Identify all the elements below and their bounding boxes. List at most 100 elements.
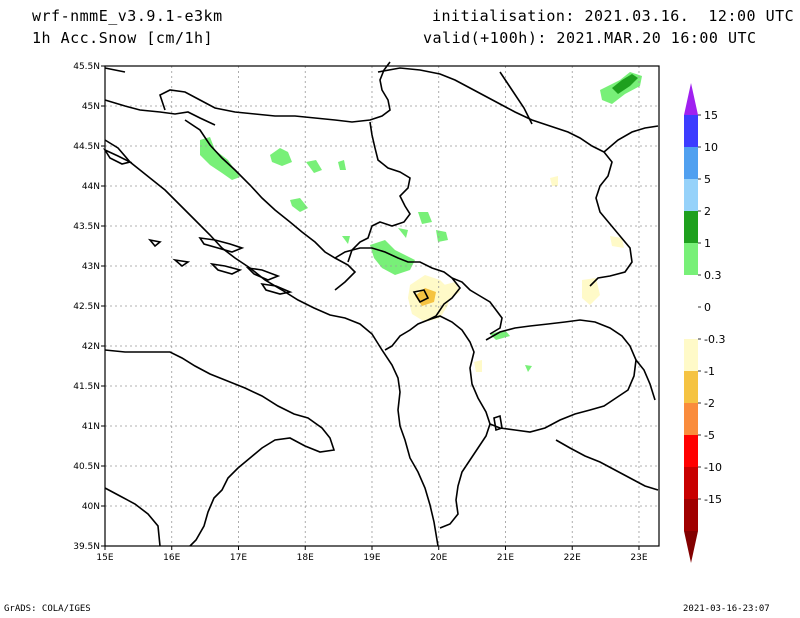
croatia-islands xyxy=(209,262,243,275)
map-grid xyxy=(104,66,659,546)
footer-right: 2021-03-16-23:07 xyxy=(683,604,770,614)
snow-patch xyxy=(436,230,448,242)
colorbar-segment xyxy=(684,275,698,307)
snow-patch xyxy=(306,160,322,173)
colorbar-label: -5 xyxy=(704,429,715,442)
colorbar-label: 5 xyxy=(704,173,711,186)
snow-patch xyxy=(338,160,346,170)
lat-tick-label: 45N xyxy=(82,102,100,112)
colorbar-label: 1 xyxy=(704,237,711,250)
colorbar-bottom-arrow xyxy=(684,531,698,563)
snow-patch xyxy=(610,236,624,248)
north-macedonia-border xyxy=(485,319,637,433)
colorbar-label: 2 xyxy=(704,205,711,218)
romania-bulgaria-border xyxy=(603,125,659,153)
snow-patch xyxy=(270,148,292,166)
croatia-islands xyxy=(172,258,191,268)
colorbar-label: -10 xyxy=(704,461,722,474)
lat-tick-label: 43.5N xyxy=(73,222,100,232)
colorbar-label: -15 xyxy=(704,493,722,506)
snow-patch xyxy=(370,240,415,275)
colorbar-segment xyxy=(684,243,698,275)
serbia-romania-border xyxy=(377,67,633,287)
colorbar-segment xyxy=(684,339,698,371)
lat-tick-label: 44N xyxy=(82,182,100,192)
snow-patch xyxy=(200,137,240,180)
croatia-hungary-border xyxy=(159,61,391,123)
lat-tick-label: 40.5N xyxy=(73,462,100,472)
colorbar: 15 10 5 2 1 0.3 0 -0.3 -1 -2 -5 -10 -15 xyxy=(684,83,725,563)
colorbar-segment xyxy=(684,499,698,531)
snow-patch xyxy=(525,365,532,372)
lon-tick-label: 21E xyxy=(497,553,514,563)
snow-patch xyxy=(490,330,510,340)
snow-patch xyxy=(342,236,350,244)
lat-tick-label: 41N xyxy=(82,422,100,432)
lat-tick-label: 45.5N xyxy=(73,62,100,72)
coastlines-borders xyxy=(102,61,659,547)
colorbar-label: -1 xyxy=(704,365,715,378)
lon-tick-label: 15E xyxy=(96,553,113,563)
slovenia-croatia-border xyxy=(104,99,216,126)
adriatic-east-coast xyxy=(104,139,439,547)
greece-coast xyxy=(555,439,659,491)
colorbar-segment xyxy=(684,467,698,499)
istria-coast xyxy=(104,67,126,73)
lake-ohrid xyxy=(493,414,503,432)
croatia-islands xyxy=(102,148,133,165)
footer-left: GrADS: COLA/IGES xyxy=(4,604,91,614)
lat-axis: 45.5N 45N 44.5N 44N 43.5N 43N 42.5N 42N 41.5N 41N… xyxy=(73,62,105,552)
snow-patch xyxy=(550,176,558,186)
lat-tick-label: 43N xyxy=(82,262,100,272)
bosnia-serbia-border xyxy=(347,121,411,263)
colorbar-segment xyxy=(684,211,698,243)
snow-patch xyxy=(440,282,460,300)
snow-patch xyxy=(582,278,600,305)
lon-tick-label: 19E xyxy=(363,553,380,563)
init-time: initialisation: 2021.03.16. 12:00 UTC xyxy=(432,7,795,25)
colorbar-segment xyxy=(684,179,698,211)
snow-patch xyxy=(612,74,638,94)
lon-tick-label: 22E xyxy=(564,553,581,563)
lat-tick-label: 39.5N xyxy=(73,542,100,552)
snow-patch xyxy=(418,212,432,224)
snow-patch xyxy=(474,360,482,372)
lon-tick-label: 18E xyxy=(297,553,314,563)
colorbar-segment xyxy=(684,307,698,339)
lon-tick-label: 16E xyxy=(163,553,180,563)
lat-tick-label: 40N xyxy=(82,502,100,512)
lat-tick-label: 41.5N xyxy=(73,382,100,392)
snow-patch xyxy=(290,198,308,212)
colorbar-segment xyxy=(684,147,698,179)
croatia-islands xyxy=(198,236,245,253)
snow-patch xyxy=(398,228,408,238)
lon-axis: 15E 16E 17E 18E 19E 20E 21E 22E 23E xyxy=(96,546,648,563)
lat-tick-label: 44.5N xyxy=(73,142,100,152)
croatia-islands xyxy=(245,266,281,281)
italy-coast xyxy=(104,487,161,547)
snow-patches xyxy=(200,72,642,372)
colorbar-label: -2 xyxy=(704,397,715,410)
lon-tick-label: 20E xyxy=(430,553,447,563)
colorbar-segment xyxy=(684,403,698,435)
colorbar-label: -0.3 xyxy=(704,333,725,346)
colorbar-label: 0.3 xyxy=(704,269,722,282)
field-title: 1h Acc.Snow [cm/1h] xyxy=(32,29,214,47)
lake-shkoder xyxy=(412,289,430,304)
colorbar-top-arrow xyxy=(684,83,698,115)
croatia-islands xyxy=(260,282,293,295)
bulgaria-greece-border xyxy=(635,359,656,401)
kosovo-border xyxy=(451,277,503,335)
colorbar-segment xyxy=(684,115,698,147)
albania-border xyxy=(427,315,491,529)
colorbar-label: 0 xyxy=(704,301,711,314)
lon-tick-label: 23E xyxy=(630,553,647,563)
colorbar-segment xyxy=(684,435,698,467)
colorbar-label: 15 xyxy=(704,109,718,122)
colorbar-label: 10 xyxy=(704,141,718,154)
italy-coast xyxy=(104,349,336,547)
colorbar-segment xyxy=(684,371,698,403)
lon-tick-label: 17E xyxy=(230,553,247,563)
croatia-islands xyxy=(147,238,162,248)
